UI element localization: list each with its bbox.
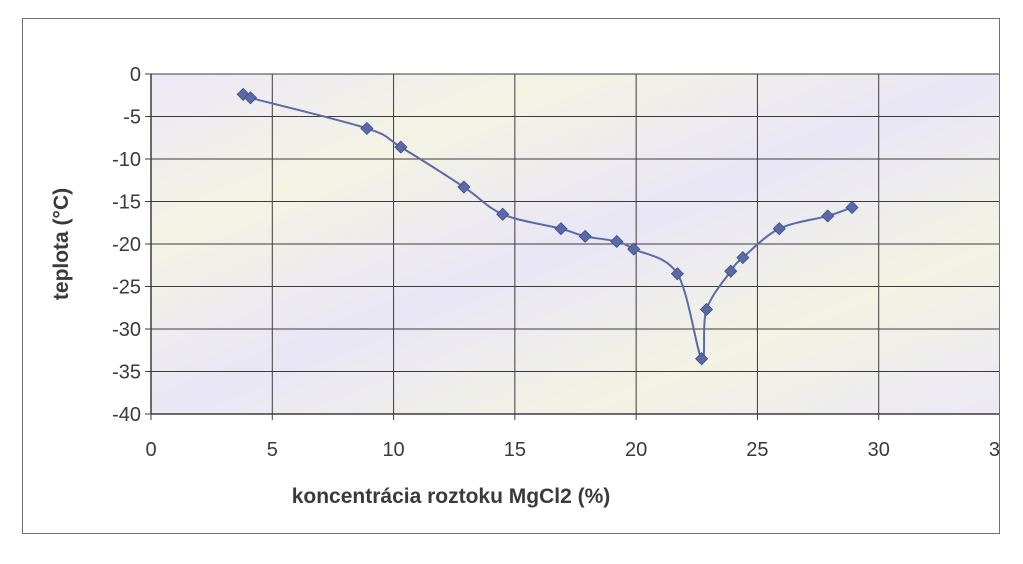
x-tick-label: 0 (145, 439, 156, 461)
data-point (695, 352, 709, 366)
data-point (554, 222, 568, 236)
y-axis-title: teplota (°C) (50, 188, 73, 300)
x-tick-label: 20 (625, 439, 647, 461)
data-point (821, 209, 835, 223)
y-tick-label: -35 (112, 362, 141, 384)
x-tick-label: 35 (989, 439, 999, 461)
data-point (457, 180, 471, 194)
x-tick-label: 30 (868, 439, 890, 461)
y-tick-label: -15 (112, 192, 141, 214)
chart-frame: 0-5-10-15-20-25-30-35-4005101520253035 k… (22, 18, 1000, 534)
x-axis-title: koncentrácia roztoku MgCl2 (%) (292, 485, 611, 508)
data-point (578, 229, 592, 243)
tick-labels: 0-5-10-15-20-25-30-35-4005101520253035 (112, 64, 999, 461)
y-tick-label: -10 (112, 149, 141, 171)
axes (145, 73, 999, 420)
x-tick-label: 10 (382, 439, 404, 461)
y-tick-label: 0 (130, 64, 141, 86)
y-tick-label: -20 (112, 234, 141, 256)
chart-svg: 0-5-10-15-20-25-30-35-4005101520253035 k… (50, 64, 999, 508)
y-tick-label: -30 (112, 319, 141, 341)
data-point (360, 121, 374, 135)
data-point (496, 207, 510, 221)
data-point (772, 222, 786, 236)
y-tick-label: -5 (123, 107, 141, 129)
data-point (699, 302, 714, 317)
data-point (736, 251, 750, 265)
x-tick-label: 5 (267, 439, 278, 461)
data-point (724, 264, 738, 278)
data-point (627, 242, 641, 256)
data-points (236, 87, 859, 366)
data-point (243, 91, 258, 105)
y-tick-label: -25 (112, 277, 141, 299)
data-point (610, 234, 624, 249)
y-tick-label: -40 (112, 404, 141, 426)
x-tick-label: 25 (746, 439, 768, 461)
data-point (670, 267, 684, 281)
grid-lines (151, 73, 999, 414)
data-point (845, 200, 859, 215)
x-tick-label: 15 (504, 439, 526, 461)
data-point (394, 140, 408, 154)
